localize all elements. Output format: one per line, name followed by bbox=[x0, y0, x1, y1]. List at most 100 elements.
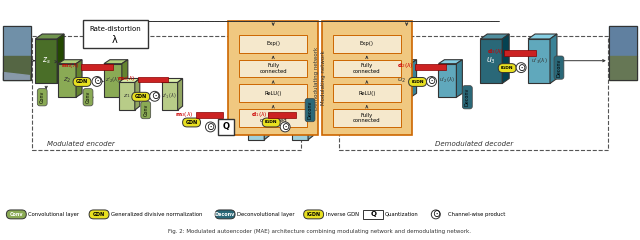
Polygon shape bbox=[3, 72, 29, 80]
FancyBboxPatch shape bbox=[248, 112, 264, 140]
FancyBboxPatch shape bbox=[504, 50, 536, 56]
Text: Exp(): Exp() bbox=[360, 41, 374, 46]
Polygon shape bbox=[3, 56, 31, 80]
FancyBboxPatch shape bbox=[333, 60, 401, 78]
Text: ⊙: ⊙ bbox=[432, 209, 440, 219]
Text: Deconv: Deconv bbox=[308, 101, 312, 119]
Text: Convolutional layer: Convolutional layer bbox=[28, 212, 79, 217]
FancyBboxPatch shape bbox=[239, 109, 307, 127]
FancyBboxPatch shape bbox=[196, 112, 223, 118]
FancyBboxPatch shape bbox=[415, 64, 447, 70]
Text: Demodulating network: Demodulating network bbox=[314, 46, 319, 110]
Text: GDN: GDN bbox=[93, 212, 105, 217]
Text: $z_s$: $z_s$ bbox=[42, 56, 51, 66]
Text: $u'_1(λ)$: $u'_1(λ)$ bbox=[293, 121, 307, 130]
Polygon shape bbox=[76, 60, 82, 97]
Text: $z'_1(λ)$: $z'_1(λ)$ bbox=[163, 92, 177, 101]
Text: Channel-wise product: Channel-wise product bbox=[448, 212, 505, 217]
Text: $u'_3(λ)$: $u'_3(λ)$ bbox=[531, 57, 547, 66]
Circle shape bbox=[150, 91, 160, 101]
Text: ReLU(): ReLU() bbox=[264, 91, 282, 96]
FancyBboxPatch shape bbox=[333, 109, 401, 127]
Polygon shape bbox=[438, 60, 462, 64]
FancyBboxPatch shape bbox=[35, 39, 57, 84]
FancyBboxPatch shape bbox=[292, 112, 308, 140]
Polygon shape bbox=[550, 34, 557, 84]
Text: ⊙: ⊙ bbox=[517, 63, 525, 73]
Polygon shape bbox=[502, 34, 509, 84]
Circle shape bbox=[516, 63, 526, 72]
Polygon shape bbox=[3, 26, 31, 56]
Polygon shape bbox=[58, 60, 82, 64]
FancyBboxPatch shape bbox=[239, 60, 307, 78]
Text: $u_2$: $u_2$ bbox=[397, 76, 406, 85]
FancyBboxPatch shape bbox=[228, 21, 318, 135]
Text: $\mathbf{m}_3(λ)$: $\mathbf{m}_3(λ)$ bbox=[175, 110, 193, 119]
FancyBboxPatch shape bbox=[322, 21, 412, 135]
FancyBboxPatch shape bbox=[132, 92, 150, 101]
Text: Q: Q bbox=[223, 122, 230, 132]
Polygon shape bbox=[264, 108, 269, 140]
Polygon shape bbox=[119, 78, 140, 82]
FancyBboxPatch shape bbox=[408, 78, 426, 86]
Text: Conv: Conv bbox=[86, 91, 90, 103]
Text: ⊙: ⊙ bbox=[207, 122, 214, 132]
Polygon shape bbox=[411, 60, 417, 97]
Text: Exp(): Exp() bbox=[266, 41, 280, 46]
Text: IGDN: IGDN bbox=[501, 66, 513, 70]
Polygon shape bbox=[308, 108, 313, 140]
Circle shape bbox=[431, 210, 440, 219]
FancyBboxPatch shape bbox=[333, 35, 401, 53]
Text: ReLU(): ReLU() bbox=[358, 91, 376, 96]
FancyBboxPatch shape bbox=[268, 112, 296, 118]
FancyBboxPatch shape bbox=[239, 35, 307, 53]
Polygon shape bbox=[57, 34, 64, 84]
FancyBboxPatch shape bbox=[333, 84, 401, 102]
FancyBboxPatch shape bbox=[104, 64, 122, 97]
Text: Fully
connected: Fully connected bbox=[259, 63, 287, 74]
FancyBboxPatch shape bbox=[81, 64, 113, 70]
FancyBboxPatch shape bbox=[528, 39, 550, 84]
Text: Modulated encoder: Modulated encoder bbox=[47, 141, 115, 147]
Text: $\mathbf{d}_1(λ)$: $\mathbf{d}_1(λ)$ bbox=[251, 110, 268, 119]
Text: $z_2$: $z_2$ bbox=[63, 76, 71, 85]
Text: IGDN: IGDN bbox=[307, 212, 321, 217]
Text: $\mathbf{m}_1(λ)$: $\mathbf{m}_1(λ)$ bbox=[61, 61, 79, 70]
FancyBboxPatch shape bbox=[303, 210, 324, 219]
Text: $u'_2(λ)$: $u'_2(λ)$ bbox=[440, 76, 456, 85]
Polygon shape bbox=[528, 34, 557, 39]
Polygon shape bbox=[456, 60, 462, 97]
Text: ⊙: ⊙ bbox=[428, 77, 436, 86]
Polygon shape bbox=[104, 60, 128, 64]
Text: Fully
connected: Fully connected bbox=[353, 113, 381, 123]
FancyBboxPatch shape bbox=[58, 64, 76, 97]
Text: Fig. 2: Modulated autoencoder (MAE) architecture combining modulating network an: Fig. 2: Modulated autoencoder (MAE) arch… bbox=[168, 229, 472, 234]
Text: IGDN: IGDN bbox=[412, 80, 424, 84]
Circle shape bbox=[280, 122, 290, 132]
Text: Demodulated decoder: Demodulated decoder bbox=[435, 141, 513, 147]
FancyBboxPatch shape bbox=[393, 64, 411, 97]
Text: $\mathbf{m}_2(λ)$: $\mathbf{m}_2(λ)$ bbox=[117, 74, 136, 83]
FancyBboxPatch shape bbox=[262, 118, 280, 127]
FancyBboxPatch shape bbox=[215, 210, 235, 219]
FancyBboxPatch shape bbox=[83, 20, 148, 48]
FancyBboxPatch shape bbox=[182, 118, 200, 127]
Text: Generalized divisive normalization: Generalized divisive normalization bbox=[111, 212, 202, 217]
Text: GDN: GDN bbox=[186, 120, 198, 125]
Text: $\mathbf{d}_2(λ)$: $\mathbf{d}_2(λ)$ bbox=[397, 61, 413, 70]
FancyBboxPatch shape bbox=[73, 78, 91, 86]
Circle shape bbox=[205, 122, 216, 132]
Polygon shape bbox=[609, 56, 637, 80]
FancyBboxPatch shape bbox=[498, 64, 516, 72]
Text: GDN: GDN bbox=[134, 94, 147, 99]
Polygon shape bbox=[480, 34, 509, 39]
Text: $u_1$: $u_1$ bbox=[252, 122, 260, 130]
Text: $\mathbf{d}_3(λ)$: $\mathbf{d}_3(λ)$ bbox=[486, 47, 503, 56]
Text: Deconvolutional layer: Deconvolutional layer bbox=[237, 212, 294, 217]
Polygon shape bbox=[122, 60, 128, 97]
Text: Quantization: Quantization bbox=[385, 212, 419, 217]
FancyBboxPatch shape bbox=[438, 64, 456, 97]
FancyBboxPatch shape bbox=[364, 210, 383, 219]
Text: ⊙: ⊙ bbox=[150, 91, 159, 101]
Text: Deconv: Deconv bbox=[465, 88, 470, 107]
